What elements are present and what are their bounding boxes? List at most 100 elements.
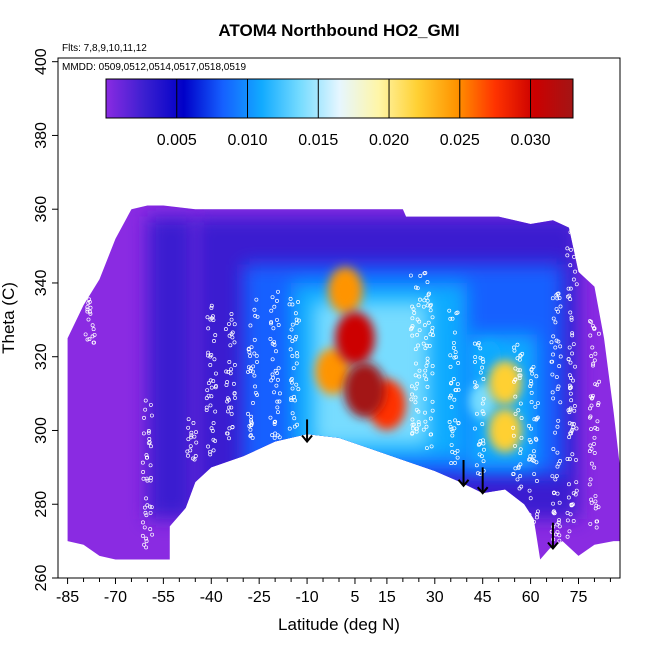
track-point [478, 370, 483, 375]
track-point [550, 359, 555, 364]
track-point [558, 354, 563, 359]
track-point [573, 269, 577, 274]
track-point [454, 355, 459, 360]
track-point [92, 267, 97, 272]
track-point [426, 320, 431, 325]
track-point [209, 385, 214, 390]
track-point [556, 291, 561, 296]
track-point [414, 426, 419, 431]
track-point [142, 505, 147, 510]
track-point [251, 401, 255, 405]
track-point [413, 395, 418, 400]
track-point [568, 407, 573, 412]
y-tick-label: 360 [33, 196, 50, 223]
track-point [430, 371, 435, 376]
track-point [410, 333, 415, 338]
track-point [568, 360, 573, 365]
track-point [290, 353, 295, 358]
track-point [550, 372, 555, 377]
track-point [447, 420, 452, 424]
track-point [90, 334, 95, 339]
track-point [447, 395, 452, 400]
chart-title: ATOM4 Northbound HO2_GMI [218, 21, 459, 40]
track-point [424, 363, 429, 368]
track-point [248, 369, 253, 373]
track-point [568, 263, 573, 268]
track-point [250, 435, 255, 440]
track-point [529, 367, 534, 372]
track-point [558, 304, 563, 309]
track-point [142, 542, 147, 547]
track-point [592, 358, 597, 363]
track-point [204, 408, 209, 412]
track-point [290, 411, 295, 416]
track-point [186, 425, 191, 430]
track-point [572, 404, 577, 408]
track-point [453, 418, 458, 423]
track-point [550, 296, 555, 301]
track-point [572, 408, 577, 413]
track-point [149, 475, 153, 480]
x-tick-label: -10 [296, 589, 319, 606]
track-point [246, 369, 250, 374]
track-point [472, 426, 477, 431]
track-point [415, 286, 420, 291]
track-point [252, 373, 257, 378]
track-point [570, 427, 575, 432]
track-point [481, 411, 486, 416]
track-point [512, 379, 517, 384]
track-point [290, 322, 295, 327]
track-point [550, 390, 555, 395]
flights-note: Flts: 7,8,9,10,11,12 [62, 43, 147, 54]
track-point [85, 305, 90, 310]
track-point [596, 401, 601, 406]
track-point [293, 337, 298, 342]
track-point [453, 350, 458, 355]
track-point [595, 519, 600, 524]
track-point [574, 228, 579, 233]
track-point [530, 542, 535, 547]
y-tick-label: 280 [33, 491, 50, 518]
x-tick-label: 75 [570, 589, 588, 606]
track-point [592, 451, 597, 455]
track-point [410, 426, 415, 431]
track-point [248, 354, 253, 358]
track-point [214, 371, 218, 376]
track-point [247, 424, 252, 429]
track-point [557, 500, 562, 505]
track-point [450, 316, 455, 321]
track-point [143, 398, 148, 403]
colorbar-tick-label: 0.020 [369, 132, 409, 149]
track-point [518, 353, 523, 358]
track-point [513, 394, 518, 399]
heat-hotspot [327, 267, 363, 314]
track-point [229, 317, 234, 322]
track-point [449, 405, 454, 409]
colorbar: 0.005 0.010 0.015 0.020 0.025 0.030 [105, 78, 574, 149]
track-point [571, 342, 576, 347]
track-point [481, 447, 486, 452]
track-point [206, 393, 211, 398]
track-point [595, 382, 600, 387]
track-point [253, 384, 258, 389]
track-point [410, 304, 415, 309]
track-point [530, 521, 535, 526]
track-point [208, 363, 213, 367]
track-point [565, 518, 570, 523]
track-point [511, 425, 516, 430]
track-point [456, 421, 461, 425]
track-point [425, 356, 430, 361]
track-point [229, 367, 234, 372]
track-point [86, 317, 91, 322]
track-point [587, 415, 592, 420]
track-point [269, 378, 274, 383]
track-point [144, 513, 149, 518]
track-point [292, 398, 297, 403]
track-point [226, 322, 231, 326]
track-point [410, 422, 415, 427]
track-point [412, 310, 417, 315]
track-point [455, 310, 460, 315]
track-point [552, 511, 557, 515]
track-point [518, 447, 523, 452]
track-point [589, 446, 594, 451]
